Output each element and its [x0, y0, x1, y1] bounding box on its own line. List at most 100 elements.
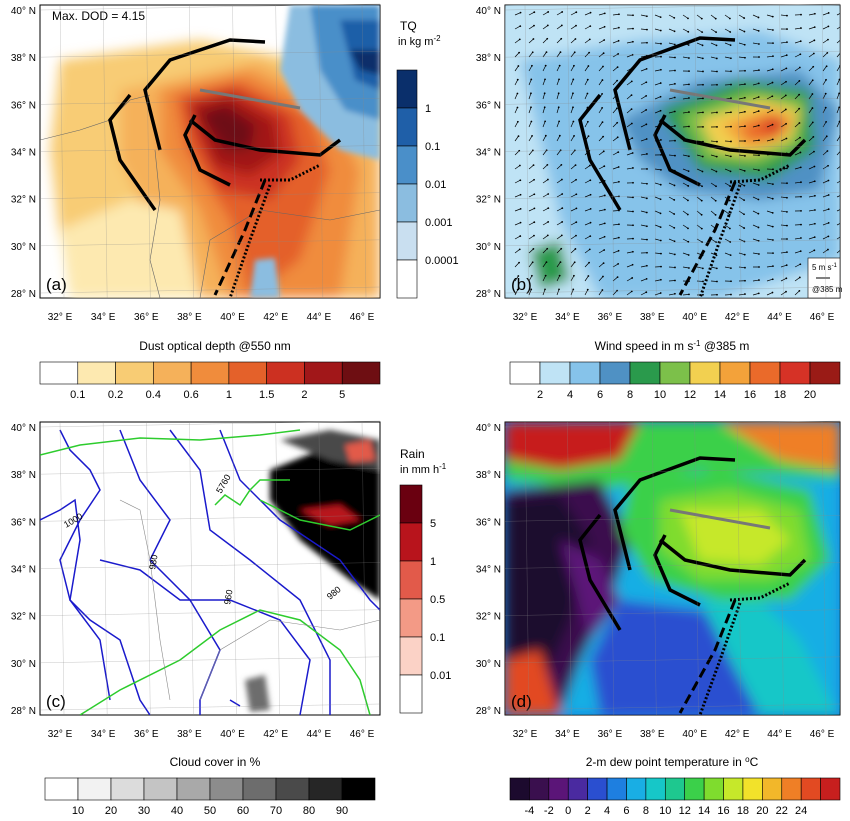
- colorbar-segment: [396, 183, 418, 223]
- wind-vector-head: [674, 69, 676, 72]
- wind-vector-head: [811, 107, 814, 109]
- lon-tick-label: 46° E: [810, 312, 835, 323]
- wind-vector-head: [673, 199, 676, 201]
- wind-vector-head: [659, 226, 662, 229]
- wind-colorbar: 2 4 6 8 10 12 14 16 18 20: [509, 361, 841, 401]
- wind-vector: [654, 196, 661, 200]
- wind-vector: [626, 108, 632, 114]
- wind-vector: [612, 151, 619, 156]
- wind-vector-head: [813, 236, 816, 239]
- wind-vector-head: [688, 83, 690, 86]
- lon-tick-label: 34° E: [555, 729, 580, 740]
- wind-vector: [780, 264, 787, 268]
- wind-vector-head: [518, 261, 520, 264]
- axes: 40° N 38° N 36° N 34° N 32° N 30° N 28° N 32° E…: [11, 3, 841, 740]
- wind-vector-head: [841, 164, 843, 166]
- wind-vector: [598, 165, 605, 170]
- wind-vector-head: [701, 267, 704, 270]
- panel-a-map: [40, 5, 380, 298]
- colorbar-segment: [341, 777, 376, 801]
- colorbar-tick-label: 1: [425, 103, 431, 115]
- wind-vector-head: [558, 64, 561, 67]
- wind-vector-head: [786, 211, 788, 213]
- colorbar-tick-label: 10: [654, 389, 666, 401]
- wind-vector-head: [659, 16, 662, 19]
- wind-vector-head: [715, 44, 718, 47]
- wind-vector: [682, 182, 689, 187]
- wind-vector-head: [785, 54, 788, 57]
- wind-vector-head: [674, 279, 676, 282]
- wind-vector: [570, 52, 575, 58]
- wind-vector-head: [798, 93, 801, 96]
- graticule-line: [504, 98, 841, 105]
- wind-vector-head: [757, 212, 760, 215]
- wind-vector-head: [687, 30, 690, 33]
- colorbar-segment: [304, 361, 343, 385]
- wind-vector: [598, 209, 605, 212]
- wind-vector-head: [824, 92, 827, 95]
- colorbar-tick-label: 16: [717, 805, 729, 817]
- tq-title: TQ: [400, 19, 417, 33]
- wind-vector-head: [519, 193, 522, 196]
- graticule-line: [504, 50, 841, 58]
- lon-tick-label: 46° E: [810, 729, 835, 740]
- wind-vector: [668, 238, 675, 242]
- wind-vector-head: [632, 14, 634, 17]
- wind-vector-head: [543, 92, 546, 95]
- colorbar-segment: [242, 777, 277, 801]
- lon-tick-label: 40° E: [220, 729, 245, 740]
- wind-vector: [528, 262, 533, 268]
- wind-vector: [514, 262, 520, 268]
- wind-vector: [570, 11, 577, 16]
- wind-vector-head: [786, 251, 788, 254]
- cross-section-line: [669, 88, 771, 110]
- wind-vector: [836, 166, 840, 170]
- wind-vector: [654, 96, 661, 100]
- lat-tick-label: 40° N: [476, 6, 501, 17]
- wind-vector-head: [530, 288, 533, 291]
- graticule-line: [39, 703, 381, 711]
- reference-vector-label: 5 m s-1: [812, 263, 838, 272]
- wind-vector-head: [757, 292, 760, 295]
- wind-vector-head: [530, 92, 532, 95]
- wind-vector: [640, 210, 647, 213]
- wind-vector-head: [771, 81, 774, 84]
- front-line: [653, 534, 701, 607]
- wind-vector-head: [645, 94, 648, 97]
- wind-vector-head: [660, 265, 662, 268]
- colorbar-segment: [396, 145, 418, 185]
- wind-vector-head: [603, 235, 606, 238]
- wind-vector: [556, 11, 563, 16]
- colorbar-segment: [399, 636, 423, 676]
- wind-vector: [542, 235, 549, 240]
- lat-tick-label: 40° N: [476, 423, 501, 434]
- wind-vector: [668, 83, 675, 86]
- wind-vector: [836, 223, 840, 226]
- wind-vector-head: [533, 221, 536, 224]
- lon-tick-label: 32° E: [48, 312, 73, 323]
- wind-vector: [514, 121, 519, 128]
- wind-vector-head: [744, 83, 746, 85]
- wind-vector: [640, 138, 647, 142]
- wind-vector-head: [757, 169, 760, 172]
- wind-vector: [584, 93, 588, 100]
- colorbar-segment: [341, 361, 381, 385]
- colorbar-segment: [396, 259, 418, 299]
- wind-vector: [654, 110, 661, 114]
- wind-vector-head: [700, 199, 703, 202]
- wind-vector-head: [688, 293, 690, 296]
- colorbar-segment: [275, 777, 310, 801]
- wind-vector: [682, 196, 689, 201]
- wind-vector: [654, 42, 662, 45]
- lat-tick-label: 28° N: [11, 706, 36, 717]
- wind-vector: [710, 266, 717, 269]
- wind-vector-head: [757, 96, 760, 98]
- lat-tick-label: 28° N: [11, 289, 36, 300]
- wind-vector-head: [729, 267, 732, 270]
- wind-vector-head: [618, 195, 620, 198]
- wind-vector: [556, 235, 563, 240]
- wind-vector-head: [645, 15, 648, 18]
- wind-vector-head: [516, 106, 519, 109]
- wind-vector: [570, 38, 576, 44]
- wind-vector: [626, 152, 633, 156]
